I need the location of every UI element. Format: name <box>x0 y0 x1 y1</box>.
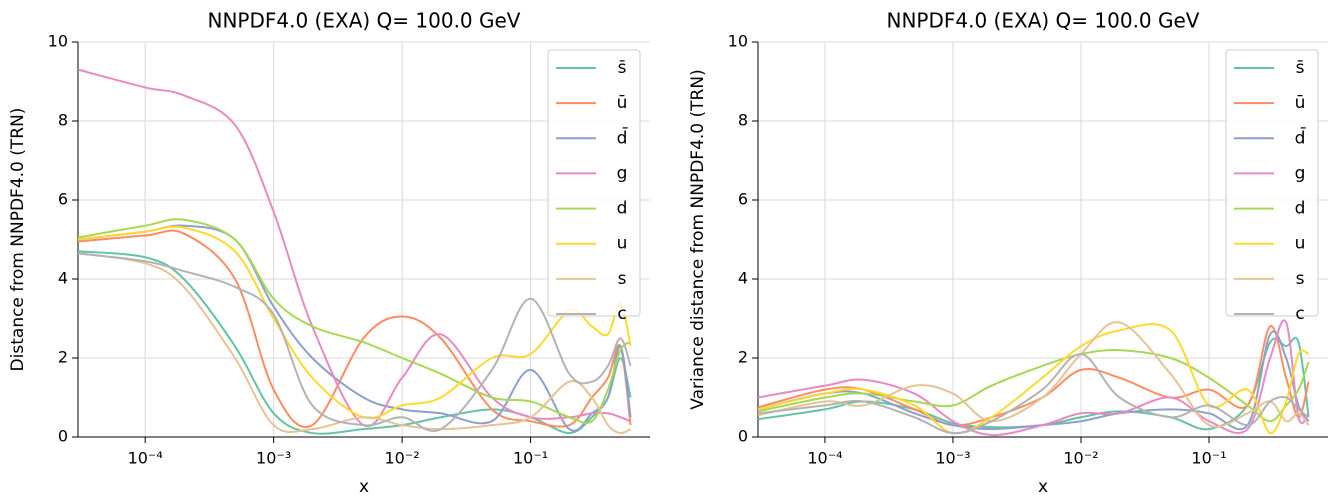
y-tick-label: 2 <box>58 348 68 367</box>
legend-label: d <box>617 199 628 219</box>
x-axis-label: x <box>1038 477 1048 497</box>
legend-label: u <box>1295 234 1306 254</box>
y-tick-label: 8 <box>58 111 68 130</box>
y-axis-label: Distance from NNPDF4.0 (TRN) <box>8 108 28 372</box>
legend-box <box>547 49 641 317</box>
series-line <box>78 252 632 435</box>
series-line <box>758 353 1310 435</box>
legend-label: s <box>1296 269 1305 289</box>
legend-label: c <box>1295 304 1304 324</box>
y-tick-label: 0 <box>58 427 68 446</box>
legend-label: ū <box>1295 93 1306 113</box>
y-tick-label: 4 <box>58 269 68 288</box>
series-line <box>758 321 1310 428</box>
legend-label: c <box>617 304 626 324</box>
x-tick-label: 10⁻¹ <box>1191 449 1226 468</box>
legend-label: u <box>617 234 628 254</box>
y-tick-label: 10 <box>728 32 748 51</box>
x-tick-label: 10⁻³ <box>256 449 291 468</box>
legend-label: ū <box>617 93 628 113</box>
x-tick-label: 10⁻¹ <box>513 449 548 468</box>
y-axis-label: Variance distance from NNPDF4.0 (TRN) <box>688 69 708 409</box>
series-line <box>78 225 632 420</box>
series-line <box>758 336 1310 431</box>
y-tick-label: 8 <box>738 111 748 130</box>
legend-label: s̄ <box>618 58 627 78</box>
series-line <box>758 325 1310 427</box>
legend-label: s̄ <box>1296 58 1305 78</box>
chart-title: NNPDF4.0 (EXA) Q= 100.0 GeV <box>887 9 1200 33</box>
series-line <box>758 348 1310 423</box>
chart-title: NNPDF4.0 (EXA) Q= 100.0 GeV <box>208 9 521 33</box>
series-line <box>78 68 631 428</box>
legend-label: g <box>617 163 628 183</box>
y-tick-label: 2 <box>738 348 748 367</box>
x-tick-label: 10⁻² <box>385 449 420 468</box>
y-tick-label: 6 <box>58 190 68 209</box>
legend-label: s <box>618 269 627 289</box>
series-line <box>78 229 632 428</box>
y-tick-label: 0 <box>738 427 748 446</box>
x-tick-label: 10⁻² <box>1063 449 1098 468</box>
series-line <box>758 319 1310 437</box>
legend-label: d̄ <box>617 126 629 148</box>
x-tick-label: 10⁻³ <box>935 449 970 468</box>
x-tick-label: 10⁻⁴ <box>807 449 842 468</box>
x-axis-label: x <box>359 477 369 497</box>
legend-label: d <box>1295 199 1306 219</box>
legend-label: g <box>1295 163 1306 183</box>
legend-box <box>1225 49 1319 317</box>
series-line <box>758 323 1310 435</box>
y-tick-label: 4 <box>738 269 748 288</box>
x-tick-label: 10⁻⁴ <box>128 449 163 468</box>
y-tick-label: 6 <box>738 190 748 209</box>
legend-label: d̄ <box>1295 126 1307 148</box>
y-tick-label: 10 <box>48 32 68 51</box>
series-line <box>78 252 632 432</box>
